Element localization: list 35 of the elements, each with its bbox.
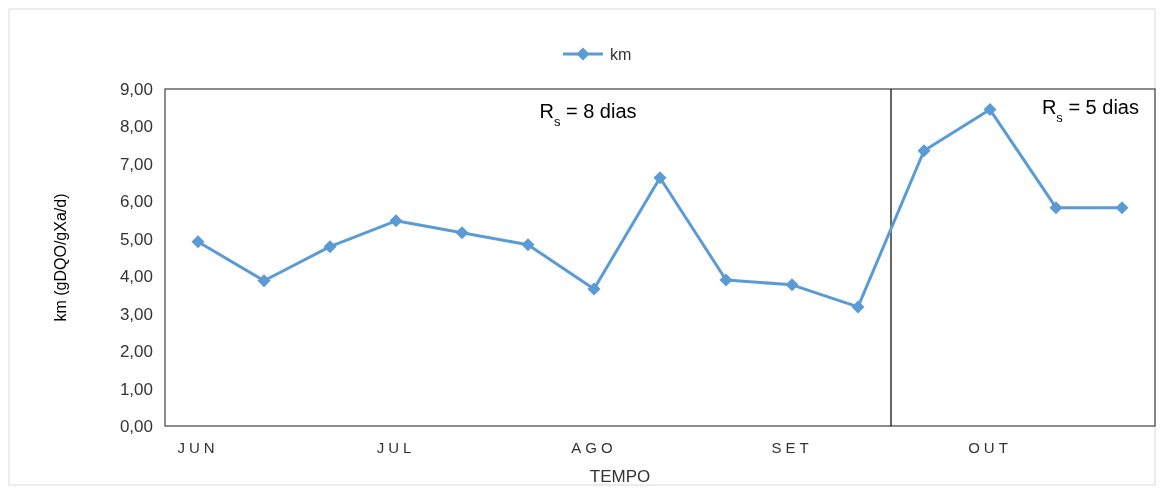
point (1115, 201, 1129, 215)
annotation: R$_{s}$ = 8 dias (539, 100, 637, 129)
x-tick-label: JUN (177, 439, 219, 456)
y-tick-label: 9,00 (119, 79, 153, 99)
point (455, 226, 469, 240)
y-tick-label: 8,00 (119, 117, 153, 137)
y-tick-label: 3,00 (119, 304, 153, 324)
y-tick-label: 4,00 (119, 267, 153, 287)
point (257, 274, 271, 288)
y-tick-label: 0,00 (119, 416, 153, 436)
y-tick-label: 6,00 (119, 192, 153, 212)
point (521, 238, 535, 252)
legend-label: km (610, 45, 632, 63)
x-tick-label: JUL (376, 439, 416, 456)
point (653, 171, 667, 185)
x-tick-label: AGO (571, 439, 617, 456)
point (719, 273, 733, 287)
x-axis-title: TEMPO (589, 467, 651, 486)
point (785, 278, 799, 292)
y-axis-title: km (gDQO/gXa/d) (52, 193, 69, 322)
y-tick-label: 7,00 (119, 154, 153, 174)
point (851, 300, 865, 314)
x-tick-label: OUT (968, 439, 1012, 456)
point (389, 214, 403, 228)
y-tick-label: 1,00 (119, 379, 153, 399)
point (323, 240, 337, 254)
point (1049, 201, 1063, 215)
point (917, 144, 931, 158)
x-tick-label: SET (771, 439, 813, 456)
y-tick-label: 2,00 (119, 342, 153, 362)
point (191, 235, 205, 249)
point (587, 282, 601, 296)
annotation: R$_{s}$ = 5 dias (1041, 96, 1139, 125)
point (983, 103, 997, 117)
y-tick-label: 5,00 (119, 229, 153, 249)
